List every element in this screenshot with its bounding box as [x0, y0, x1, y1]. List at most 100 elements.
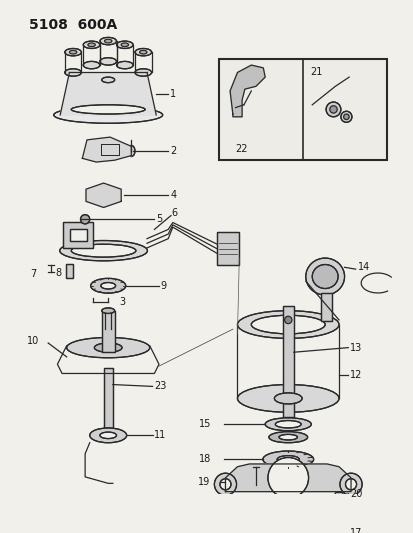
Bar	[320, 293, 331, 321]
Polygon shape	[82, 137, 131, 162]
Polygon shape	[60, 72, 156, 115]
Text: 1: 1	[170, 88, 176, 99]
Ellipse shape	[268, 432, 307, 443]
Ellipse shape	[135, 49, 151, 56]
Ellipse shape	[90, 428, 126, 443]
Circle shape	[325, 102, 340, 117]
Text: 21: 21	[310, 67, 322, 77]
Ellipse shape	[65, 69, 81, 76]
Bar	[103, 368, 113, 428]
Ellipse shape	[69, 50, 77, 54]
Polygon shape	[86, 183, 121, 207]
Ellipse shape	[116, 41, 133, 49]
Ellipse shape	[66, 337, 150, 358]
Text: 11: 11	[154, 430, 166, 440]
Text: 20: 20	[349, 489, 362, 498]
Text: 2: 2	[170, 146, 176, 156]
Text: 23: 23	[154, 382, 166, 391]
Polygon shape	[332, 492, 345, 504]
Ellipse shape	[262, 451, 313, 467]
Circle shape	[340, 111, 351, 123]
Ellipse shape	[94, 343, 122, 352]
Text: 3: 3	[119, 297, 125, 308]
Ellipse shape	[94, 190, 113, 201]
Circle shape	[343, 114, 348, 119]
Text: 14: 14	[357, 262, 369, 272]
Ellipse shape	[54, 107, 162, 123]
Ellipse shape	[88, 43, 95, 46]
Text: 12: 12	[349, 370, 362, 381]
Ellipse shape	[83, 61, 100, 69]
Bar	[63, 222, 92, 248]
Text: 18: 18	[199, 454, 211, 464]
Ellipse shape	[116, 61, 133, 69]
Circle shape	[214, 473, 236, 495]
Ellipse shape	[102, 308, 114, 313]
Text: 19: 19	[197, 478, 209, 487]
Ellipse shape	[311, 264, 337, 288]
Bar	[70, 229, 87, 241]
Ellipse shape	[100, 58, 116, 65]
Ellipse shape	[278, 434, 297, 440]
Ellipse shape	[275, 421, 300, 428]
Ellipse shape	[100, 37, 116, 45]
Ellipse shape	[59, 240, 147, 261]
Circle shape	[345, 479, 356, 490]
Bar	[282, 306, 293, 417]
Ellipse shape	[251, 316, 324, 334]
Polygon shape	[225, 464, 350, 491]
Bar	[217, 232, 239, 265]
Text: 5108  600A: 5108 600A	[29, 18, 117, 32]
Bar	[102, 311, 114, 352]
Ellipse shape	[104, 39, 112, 43]
Circle shape	[80, 215, 90, 224]
Circle shape	[267, 457, 308, 498]
Text: 6: 6	[171, 208, 177, 218]
Ellipse shape	[101, 282, 115, 289]
Ellipse shape	[135, 69, 151, 76]
Circle shape	[284, 316, 291, 324]
Ellipse shape	[237, 384, 338, 412]
Text: 8: 8	[55, 268, 62, 278]
Text: 5: 5	[156, 214, 162, 224]
Ellipse shape	[102, 77, 114, 83]
Ellipse shape	[274, 393, 301, 404]
Circle shape	[339, 473, 361, 495]
Text: 10: 10	[27, 336, 39, 346]
Ellipse shape	[65, 49, 81, 56]
Bar	[66, 264, 73, 278]
Ellipse shape	[127, 146, 135, 157]
Polygon shape	[230, 65, 265, 117]
Text: 22: 22	[235, 144, 247, 154]
Circle shape	[329, 106, 336, 113]
Bar	[66, 264, 73, 278]
Bar	[103, 368, 113, 428]
Ellipse shape	[90, 278, 126, 293]
Ellipse shape	[83, 41, 100, 49]
Ellipse shape	[265, 418, 311, 431]
Text: 7: 7	[30, 269, 36, 279]
Circle shape	[219, 479, 230, 490]
Text: 17: 17	[349, 528, 362, 533]
Ellipse shape	[276, 456, 299, 463]
Bar	[218, 59, 386, 160]
Text: 15: 15	[199, 419, 211, 429]
Ellipse shape	[298, 526, 314, 532]
Bar	[282, 306, 293, 417]
Bar	[70, 229, 87, 241]
Ellipse shape	[121, 43, 128, 46]
Ellipse shape	[237, 311, 338, 338]
Text: 9: 9	[160, 281, 166, 291]
Ellipse shape	[71, 105, 145, 114]
Ellipse shape	[100, 432, 116, 439]
Text: 13: 13	[349, 343, 361, 353]
Ellipse shape	[288, 521, 323, 533]
Ellipse shape	[139, 50, 147, 54]
Text: 4: 4	[170, 190, 176, 200]
Ellipse shape	[71, 244, 135, 257]
Bar	[217, 232, 239, 265]
Ellipse shape	[305, 258, 344, 295]
Bar	[320, 293, 331, 321]
Bar	[102, 311, 114, 352]
Bar	[63, 222, 92, 248]
